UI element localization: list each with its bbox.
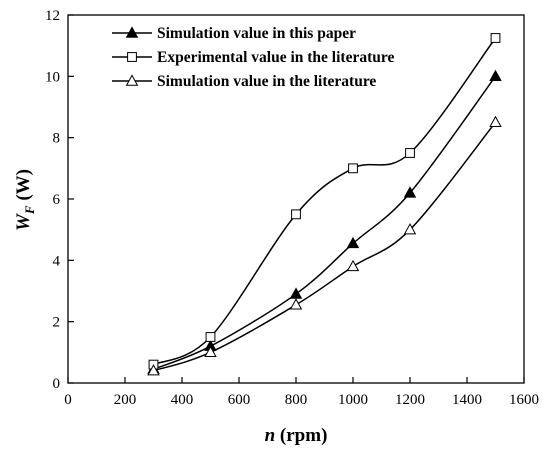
data-point	[403, 186, 417, 198]
y-tick-label: 6	[53, 192, 61, 208]
x-axis-symbol: n	[265, 425, 276, 446]
series-layer	[147, 33, 502, 376]
y-axis-title: WF (W)	[13, 169, 37, 231]
data-point	[291, 209, 301, 220]
data-point	[348, 163, 358, 174]
data-point	[403, 223, 417, 235]
legend: Simulation value in this paper Experiment…	[112, 25, 394, 90]
x-tick-label: 200	[114, 392, 137, 408]
data-point	[346, 259, 360, 272]
data-point	[489, 115, 502, 128]
data-point	[405, 148, 415, 158]
x-tick-label: 1200	[395, 392, 425, 408]
legend-marker	[127, 52, 137, 62]
legend-marker	[125, 26, 139, 38]
legend-label: Experimental value in the literature	[157, 49, 394, 66]
axis-ticks: 0 200 400 600 800 1000 1200 1400 1600 0 2 4 6 8 10 12	[45, 8, 539, 408]
data-point	[289, 287, 303, 299]
legend-label: Simulation value in this paper	[157, 25, 356, 42]
legend-item: Simulation value in this paper	[112, 25, 356, 42]
x-axis-title: n (rpm)	[265, 425, 328, 446]
legend-item: Simulation value in the literature	[112, 73, 376, 90]
y-tick-label: 8	[53, 131, 61, 147]
y-tick-label: 12	[45, 8, 60, 24]
series-line	[153, 121, 497, 372]
legend-item: Experimental value in the literature	[112, 49, 394, 66]
x-tick-label: 800	[285, 392, 308, 408]
data-point	[346, 236, 360, 249]
x-tick-label: 400	[171, 392, 194, 408]
y-axis-symbol: W	[13, 213, 34, 231]
x-tick-label: 600	[228, 392, 251, 408]
data-point	[490, 33, 501, 43]
y-tick-label: 0	[53, 376, 61, 392]
series-simulation-value-in-the-literature	[147, 115, 502, 376]
y-tick-label: 2	[53, 315, 61, 331]
x-axis-unit: (rpm)	[275, 425, 327, 446]
y-axis-subscript: F	[22, 205, 37, 215]
data-point	[489, 69, 502, 82]
data-point	[205, 332, 216, 342]
y-tick-label: 10	[45, 69, 60, 85]
data-point	[289, 298, 303, 310]
x-tick-label: 0	[64, 392, 72, 408]
series-line	[153, 75, 497, 370]
legend-marker	[125, 74, 139, 86]
data-point	[147, 364, 160, 376]
x-tick-label: 1000	[338, 392, 368, 408]
y-tick-label: 4	[53, 253, 61, 269]
data-point	[204, 345, 217, 358]
x-tick-label: 1400	[452, 392, 482, 408]
series-simulation-value-in-this-paper	[147, 69, 502, 374]
legend-label: Simulation value in the literature	[157, 73, 376, 90]
y-axis-unit: (W)	[13, 169, 34, 205]
x-tick-label: 1600	[509, 392, 539, 408]
plot-frame	[67, 14, 525, 384]
